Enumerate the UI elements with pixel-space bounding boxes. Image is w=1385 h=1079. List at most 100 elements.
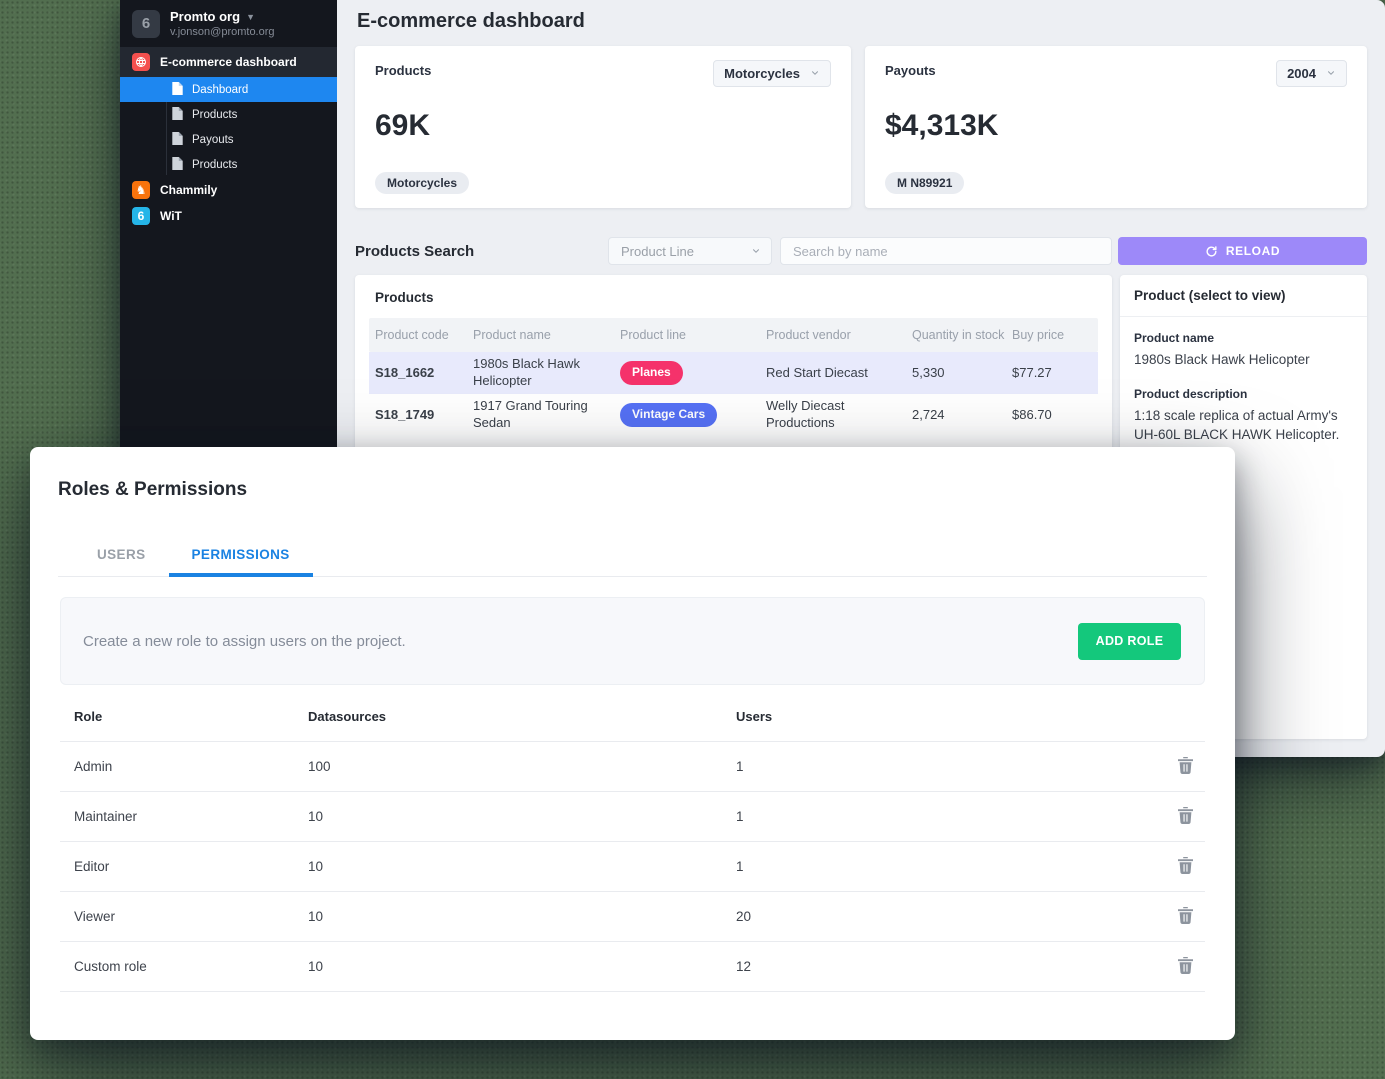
column-header: Role <box>74 709 103 724</box>
globe-icon <box>132 53 150 71</box>
trash-icon <box>1177 956 1193 977</box>
table-row[interactable]: S18_1662 1980s Black Hawk Helicopter Pla… <box>369 352 1098 394</box>
product-line-select[interactable]: Product Line <box>608 237 772 265</box>
org-logo-icon: 6 <box>132 9 160 38</box>
modal-title: Roles & Permissions <box>58 479 248 500</box>
buy-price: $77.27 <box>1012 364 1052 380</box>
role-datasources: 10 <box>308 909 324 924</box>
product-vendor: Red Start Diecast <box>766 364 868 380</box>
sidebar-item-products[interactable]: Products <box>120 102 337 127</box>
payouts-stat-card: Payouts 2004 $4,313K M N89921 <box>865 46 1367 208</box>
role-users: 1 <box>736 859 744 874</box>
search-by-name-input[interactable] <box>780 237 1112 265</box>
products-filter-select[interactable]: Motorcycles <box>713 60 831 87</box>
table-row: Viewer 10 20 <box>60 892 1205 942</box>
chevron-down-icon <box>751 244 761 259</box>
reload-label: RELOAD <box>1225 244 1281 258</box>
product-code: S18_1749 <box>375 406 435 422</box>
role-datasources: 10 <box>308 959 324 974</box>
refresh-icon <box>1205 245 1218 258</box>
wit-logo-icon: 6 <box>132 207 150 225</box>
table-card-title: Products <box>375 290 434 305</box>
card-title: Products <box>375 63 432 78</box>
knight-icon: ♞ <box>132 181 150 199</box>
delete-role-button[interactable] <box>1165 805 1205 829</box>
trash-icon <box>1177 806 1193 827</box>
trash-icon <box>1177 906 1193 927</box>
product-code: S18_1662 <box>375 364 435 380</box>
org-email: v.jonson@promto.org <box>170 26 275 38</box>
role-name: Admin <box>74 759 113 774</box>
document-icon <box>172 106 183 123</box>
chevron-down-icon <box>1326 66 1336 81</box>
delete-role-button[interactable] <box>1165 755 1205 779</box>
role-datasources: 10 <box>308 859 324 874</box>
product-line-badge: Vintage Cars <box>620 403 718 427</box>
products-table-header: Product code Product name Product line P… <box>369 318 1098 352</box>
table-row: Custom role 10 12 <box>60 942 1205 992</box>
sidebar-item-label: Dashboard <box>192 83 249 96</box>
products-search-title: Products Search <box>355 242 475 260</box>
product-description-value: 1:18 scale replica of actual Army's UH-6… <box>1134 407 1340 462</box>
org-name: Promto org <box>170 9 241 24</box>
chevron-down-icon <box>810 66 820 81</box>
role-users: 1 <box>736 809 744 824</box>
role-name: Maintainer <box>74 809 138 824</box>
column-header: Users <box>736 709 773 724</box>
org-switcher[interactable]: 6 Promto org ▼ v.jonson@promto.org <box>120 0 337 47</box>
sidebar-item-dashboard[interactable]: Dashboard <box>120 77 337 102</box>
role-name: Viewer <box>74 909 116 924</box>
card-title: Payouts <box>885 63 936 78</box>
payouts-amount: $4,313K <box>885 109 999 142</box>
tab-permissions[interactable]: PERMISSIONS <box>168 531 313 577</box>
caret-down-icon: ▼ <box>246 11 255 22</box>
sidebar-item-payouts[interactable]: Payouts <box>120 127 337 152</box>
reload-button[interactable]: RELOAD <box>1118 237 1367 265</box>
delete-role-button[interactable] <box>1165 855 1205 879</box>
roles-table-header: Role Datasources Users <box>60 685 1205 742</box>
role-datasources: 100 <box>308 759 331 774</box>
role-users: 12 <box>736 959 752 974</box>
roles-permissions-modal: Roles & Permissions USERS PERMISSIONS Cr… <box>30 447 1235 1040</box>
document-icon <box>172 131 183 148</box>
product-name-value: 1980s Black Hawk Helicopter <box>1134 352 1310 367</box>
column-header: Product code <box>375 328 449 342</box>
roles-table: Role Datasources Users Admin 100 1 Maint… <box>60 685 1205 992</box>
sidebar-project-chammily[interactable]: ♞ Chammily <box>120 177 337 203</box>
role-users: 1 <box>736 759 744 774</box>
column-header: Datasources <box>308 709 387 724</box>
page-title: E-commerce dashboard <box>357 10 585 32</box>
sidebar-item-products-2[interactable]: Products <box>120 152 337 177</box>
modal-tabs: USERS PERMISSIONS <box>58 531 1207 577</box>
add-role-button[interactable]: ADD ROLE <box>1078 622 1181 660</box>
payouts-filter-select[interactable]: 2004 <box>1276 60 1347 87</box>
trash-icon <box>1177 856 1193 877</box>
sidebar-project-wit[interactable]: 6 WiT <box>120 203 337 229</box>
table-row[interactable]: S18_1749 1917 Grand Touring Sedan Vintag… <box>369 394 1098 436</box>
sidebar-project-ecommerce[interactable]: E-commerce dashboard <box>120 47 337 77</box>
product-name: 1980s Black Hawk Helicopter <box>473 356 580 388</box>
column-header: Product vendor <box>766 328 851 342</box>
product-name: 1917 Grand Touring Sedan <box>473 398 588 430</box>
delete-role-button[interactable] <box>1165 955 1205 979</box>
quantity-in-stock: 5,330 <box>912 364 945 380</box>
document-icon <box>172 156 183 173</box>
column-header: Buy price <box>1012 328 1065 342</box>
banner-text: Create a new role to assign users on the… <box>83 632 406 650</box>
column-header: Product name <box>473 328 551 342</box>
column-header: Product line <box>620 328 687 342</box>
selected-option: 2004 <box>1287 66 1316 81</box>
product-vendor: Welly Diecast Productions <box>766 398 845 430</box>
project-label: WiT <box>160 209 182 223</box>
delete-role-button[interactable] <box>1165 905 1205 929</box>
quantity-in-stock: 2,724 <box>912 406 945 422</box>
tab-users[interactable]: USERS <box>97 547 146 562</box>
products-count: 69K <box>375 109 431 142</box>
table-row: Admin 100 1 <box>60 742 1205 792</box>
role-users: 20 <box>736 909 752 924</box>
product-line-badge: Planes <box>620 361 683 385</box>
sidebar-pages: Dashboard Products Payouts Products <box>120 77 337 177</box>
role-name: Custom role <box>74 959 147 974</box>
sidebar-item-label: Products <box>192 108 238 121</box>
project-label: Chammily <box>160 183 218 197</box>
